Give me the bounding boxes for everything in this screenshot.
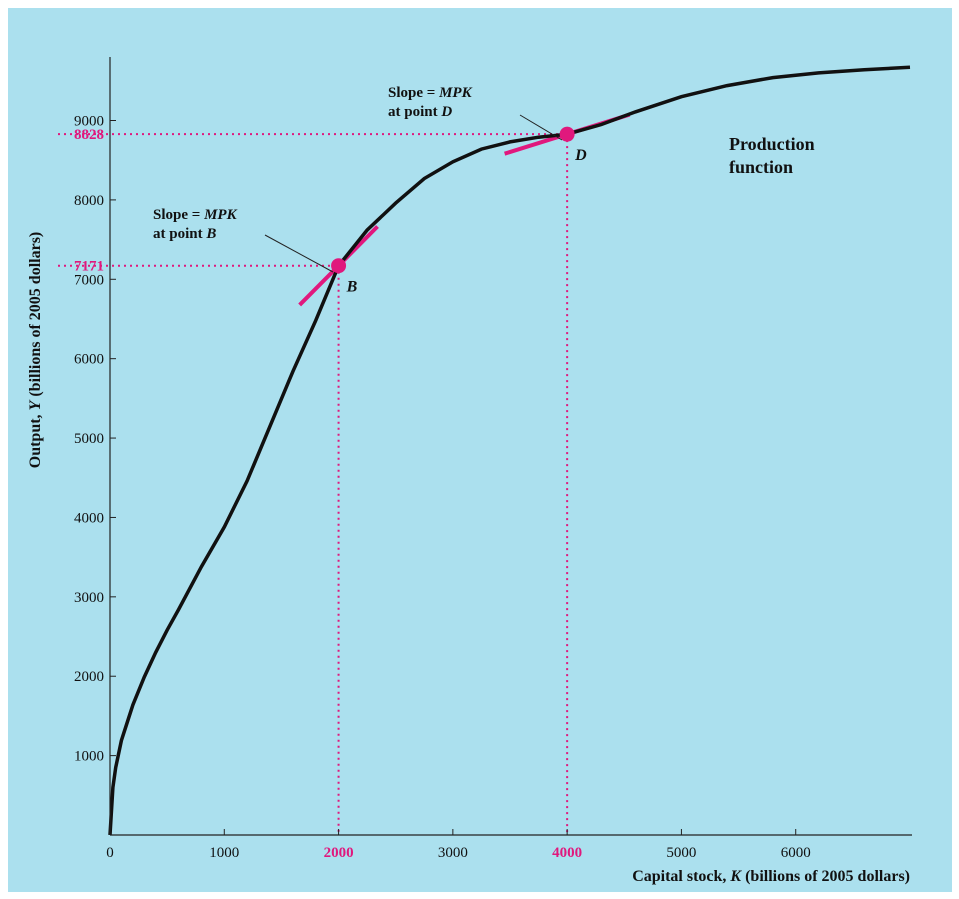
x-tick-label: 1000 bbox=[209, 845, 239, 861]
x-tick-label: 3000 bbox=[438, 845, 468, 861]
reference-lines bbox=[58, 133, 569, 835]
y-tick-label: 8000 bbox=[74, 193, 104, 209]
annotation-b-leader bbox=[264, 234, 334, 273]
y-tick-label: 6000 bbox=[74, 352, 104, 368]
y-tick-label: 4000 bbox=[74, 510, 104, 526]
y-tick-label: 9000 bbox=[74, 114, 104, 130]
chart-background bbox=[8, 8, 952, 892]
point-label: B bbox=[346, 279, 358, 296]
y-tick-label: 7171 bbox=[74, 259, 104, 275]
x-tick-label: 4000 bbox=[552, 845, 582, 861]
y-tick-label: 8828 bbox=[74, 127, 104, 143]
point-label: D bbox=[574, 147, 587, 164]
y-tick-label: 5000 bbox=[74, 431, 104, 447]
curve-label: Production function bbox=[729, 134, 815, 177]
y-tick-label: 2000 bbox=[74, 669, 104, 685]
annotation-d-leader bbox=[519, 114, 563, 141]
annotation-b-label: Slope = MPK at point B bbox=[153, 207, 238, 242]
x-tick-label: 6000 bbox=[781, 845, 811, 861]
tangent-lines bbox=[298, 112, 631, 307]
annotation-d-label: Slope = MPK at point D bbox=[388, 85, 473, 120]
annotations: Slope = MPK at point B Slope = MPK at poin… bbox=[153, 85, 815, 273]
x-tick-label: 0 bbox=[106, 845, 114, 861]
y-axis-label: Output, Y (billions of 2005 dollars) bbox=[27, 232, 44, 468]
point-b bbox=[331, 258, 347, 274]
x-axis-label: Capital stock, K (billions of 2005 dolla… bbox=[632, 868, 910, 885]
x-tick-label: 2000 bbox=[324, 845, 354, 861]
x-ticks: 0 1000 2000 3000 4000 5000 6000 bbox=[106, 829, 811, 861]
y-tick-label: 7000 bbox=[74, 272, 104, 288]
y-tick-label: 1000 bbox=[74, 749, 104, 765]
point-d bbox=[559, 126, 575, 142]
y-tick-label: 3000 bbox=[74, 590, 104, 606]
x-tick-label: 5000 bbox=[666, 845, 696, 861]
highlighted-points: BD bbox=[331, 126, 587, 296]
production-function-curve bbox=[108, 65, 911, 836]
